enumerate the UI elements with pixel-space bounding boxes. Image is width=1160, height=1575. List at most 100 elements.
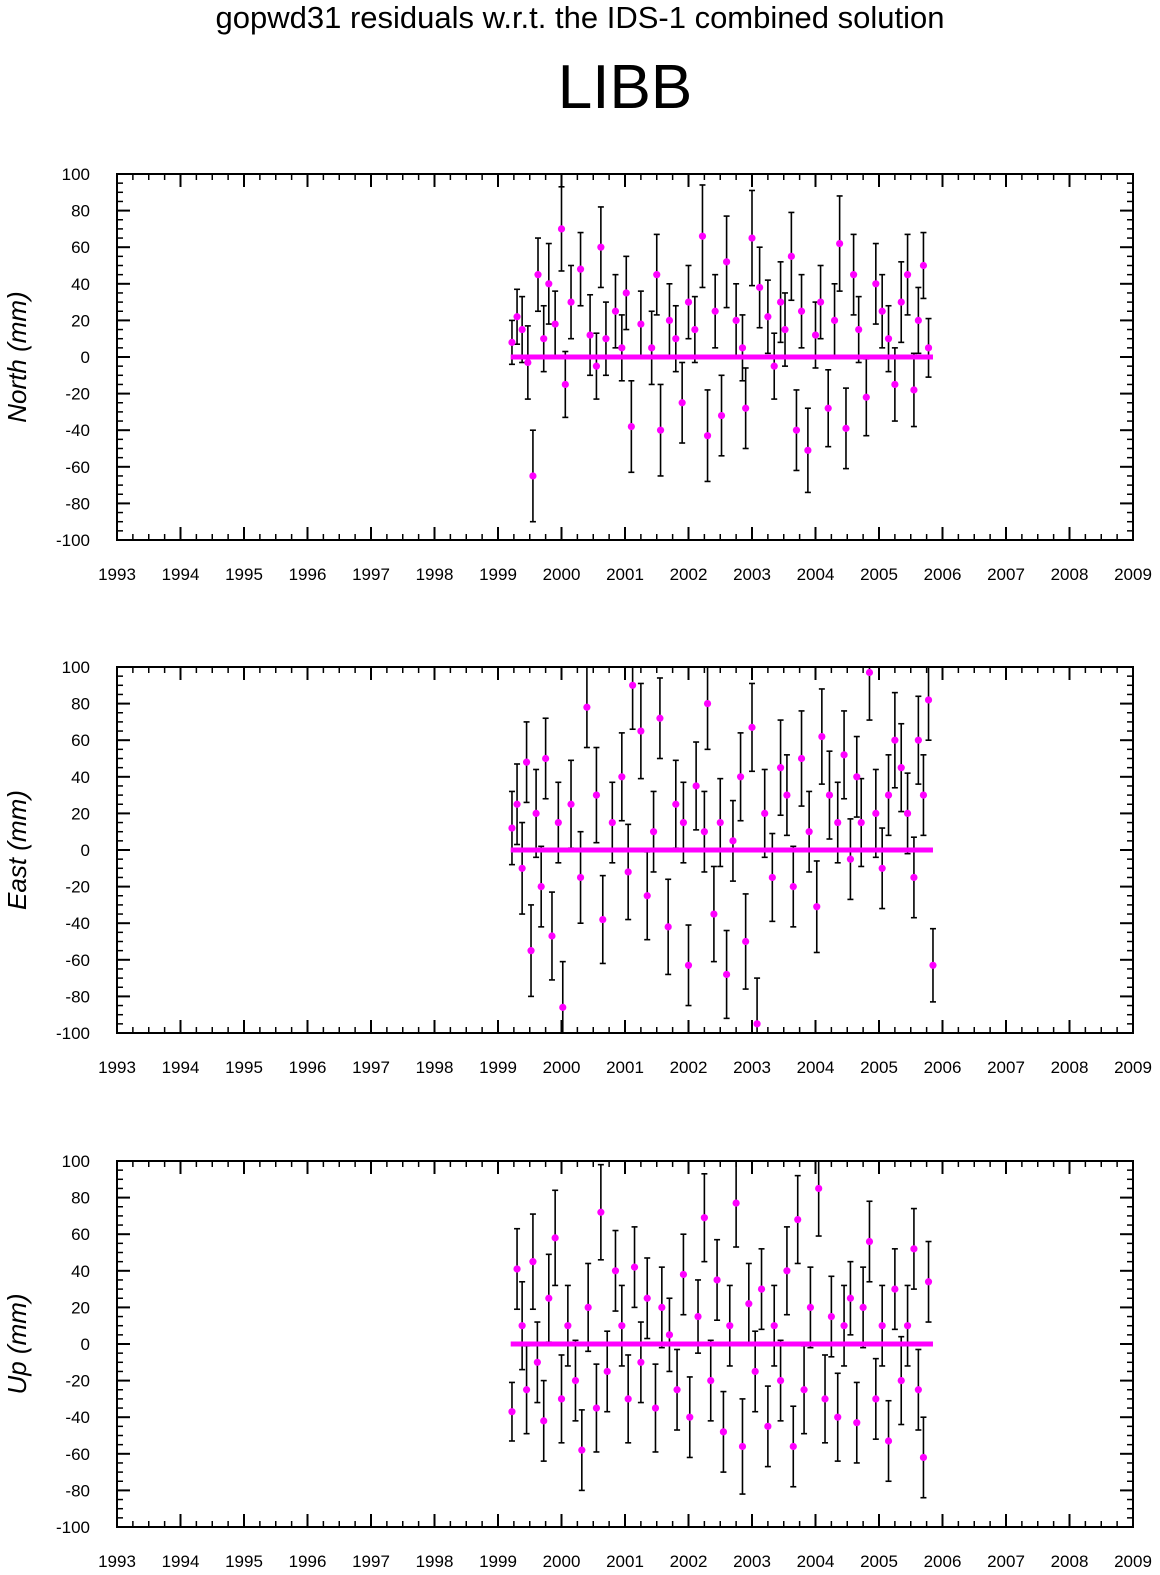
north-y-axis-label: North (mm) (2, 291, 32, 422)
up-data-point (508, 1408, 516, 1416)
north-data-point (592, 362, 601, 370)
east-data-point (768, 873, 776, 882)
north-x-tick-label: 1996 (289, 565, 327, 584)
east-data-point (891, 736, 899, 744)
north-x-tick-label: 2003 (733, 565, 771, 584)
up-data-point (789, 1442, 797, 1451)
up-data-point (897, 1377, 905, 1385)
up-x-tick-label: 2003 (733, 1552, 771, 1571)
east-data-point (629, 681, 637, 689)
east-data-point (729, 837, 737, 845)
up-y-tick-label: -100 (56, 1518, 90, 1537)
east-x-tick-label: 1994 (162, 1058, 200, 1077)
up-data-point (694, 1312, 702, 1321)
east-data-point (776, 764, 785, 772)
north-data-point (602, 335, 610, 343)
up-y-tick-label: -80 (65, 1481, 90, 1500)
east-data-point (825, 791, 834, 799)
north-data-point (561, 380, 569, 389)
north-data-point (656, 426, 665, 434)
east-data-point (736, 773, 745, 781)
up-x-tick-label: 1999 (479, 1552, 517, 1571)
north-x-tick-label: 2004 (797, 565, 835, 584)
north-data-point (717, 411, 726, 420)
up-data-point (551, 1234, 559, 1242)
north-data-point (545, 280, 553, 288)
north-x-tick-label: 1998 (416, 565, 454, 584)
up-x-tick-label: 1997 (352, 1552, 390, 1571)
north-data-point (914, 316, 922, 324)
north-data-point (711, 307, 719, 315)
up-x-tick-label: 1995 (225, 1552, 263, 1571)
east-data-point (684, 961, 693, 969)
east-data-point (872, 809, 880, 817)
up-data-layer (508, 1161, 933, 1499)
east-y-tick-label: 100 (62, 658, 90, 677)
east-data-point (522, 758, 531, 766)
up-data-point (776, 1377, 785, 1385)
north-x-tick-label: 2006 (924, 565, 962, 584)
north-data-point (672, 335, 680, 343)
up-data-point (557, 1395, 566, 1403)
up-y-tick-label: -40 (65, 1408, 90, 1427)
east-data-point (929, 961, 937, 969)
up-data-point (673, 1386, 681, 1394)
north-data-point (742, 404, 750, 412)
north-data-point (878, 307, 886, 315)
up-data-point (597, 1208, 605, 1216)
north-data-point (567, 298, 575, 306)
north-data-point (618, 344, 626, 352)
east-x-tick-label: 2005 (860, 1058, 898, 1077)
north-data-point (884, 335, 893, 343)
up-data-point (806, 1303, 815, 1311)
east-y-tick-label: -60 (65, 951, 90, 970)
east-data-point (703, 700, 712, 708)
north-data-point (764, 313, 772, 321)
up-y-tick-label: 100 (62, 1152, 90, 1171)
north-x-tick-label: 2000 (543, 565, 581, 584)
east-y-tick-label: 40 (71, 768, 90, 787)
east-data-point (897, 764, 905, 772)
up-data-point (564, 1322, 572, 1330)
east-data-point (649, 828, 658, 836)
up-data-point (700, 1214, 708, 1222)
north-data-point (910, 386, 918, 394)
east-data-point (679, 818, 688, 827)
up-data-point (878, 1322, 886, 1330)
north-data-point (637, 320, 645, 328)
east-data-point (542, 754, 550, 763)
up-data-point (540, 1417, 548, 1425)
east-x-tick-label: 1999 (479, 1058, 517, 1077)
up-data-point (624, 1395, 632, 1403)
north-y-tick-label: -100 (56, 531, 90, 550)
up-data-point (821, 1395, 829, 1403)
north-data-point (776, 298, 785, 306)
north-x-tick-label: 2001 (606, 565, 644, 584)
up-x-tick-label: 2006 (924, 1552, 962, 1571)
up-data-point (529, 1258, 537, 1266)
north-data-point (824, 404, 832, 412)
east-data-point (818, 732, 826, 741)
north-x-tick-label: 1995 (225, 565, 263, 584)
east-data-point (583, 703, 591, 711)
east-data-point (576, 873, 585, 882)
north-data-point (723, 258, 731, 266)
up-data-point (658, 1303, 666, 1311)
up-x-tick-label: 2002 (670, 1552, 708, 1571)
north-data-point (770, 362, 778, 370)
north-data-point (897, 298, 905, 306)
up-data-point (903, 1322, 912, 1330)
north-data-point (919, 261, 928, 270)
east-data-point (914, 736, 922, 744)
up-data-point (783, 1267, 791, 1275)
east-data-point (672, 800, 680, 808)
north-y-tick-label: -20 (65, 385, 90, 404)
east-data-point (508, 824, 516, 832)
east-data-point (656, 714, 664, 722)
east-y-tick-label: 60 (71, 731, 90, 750)
north-data-point (792, 426, 801, 434)
up-x-tick-label: 2000 (543, 1552, 581, 1571)
east-data-point (518, 864, 526, 872)
station-name: LIBB (557, 53, 693, 122)
east-data-layer (508, 667, 937, 1033)
